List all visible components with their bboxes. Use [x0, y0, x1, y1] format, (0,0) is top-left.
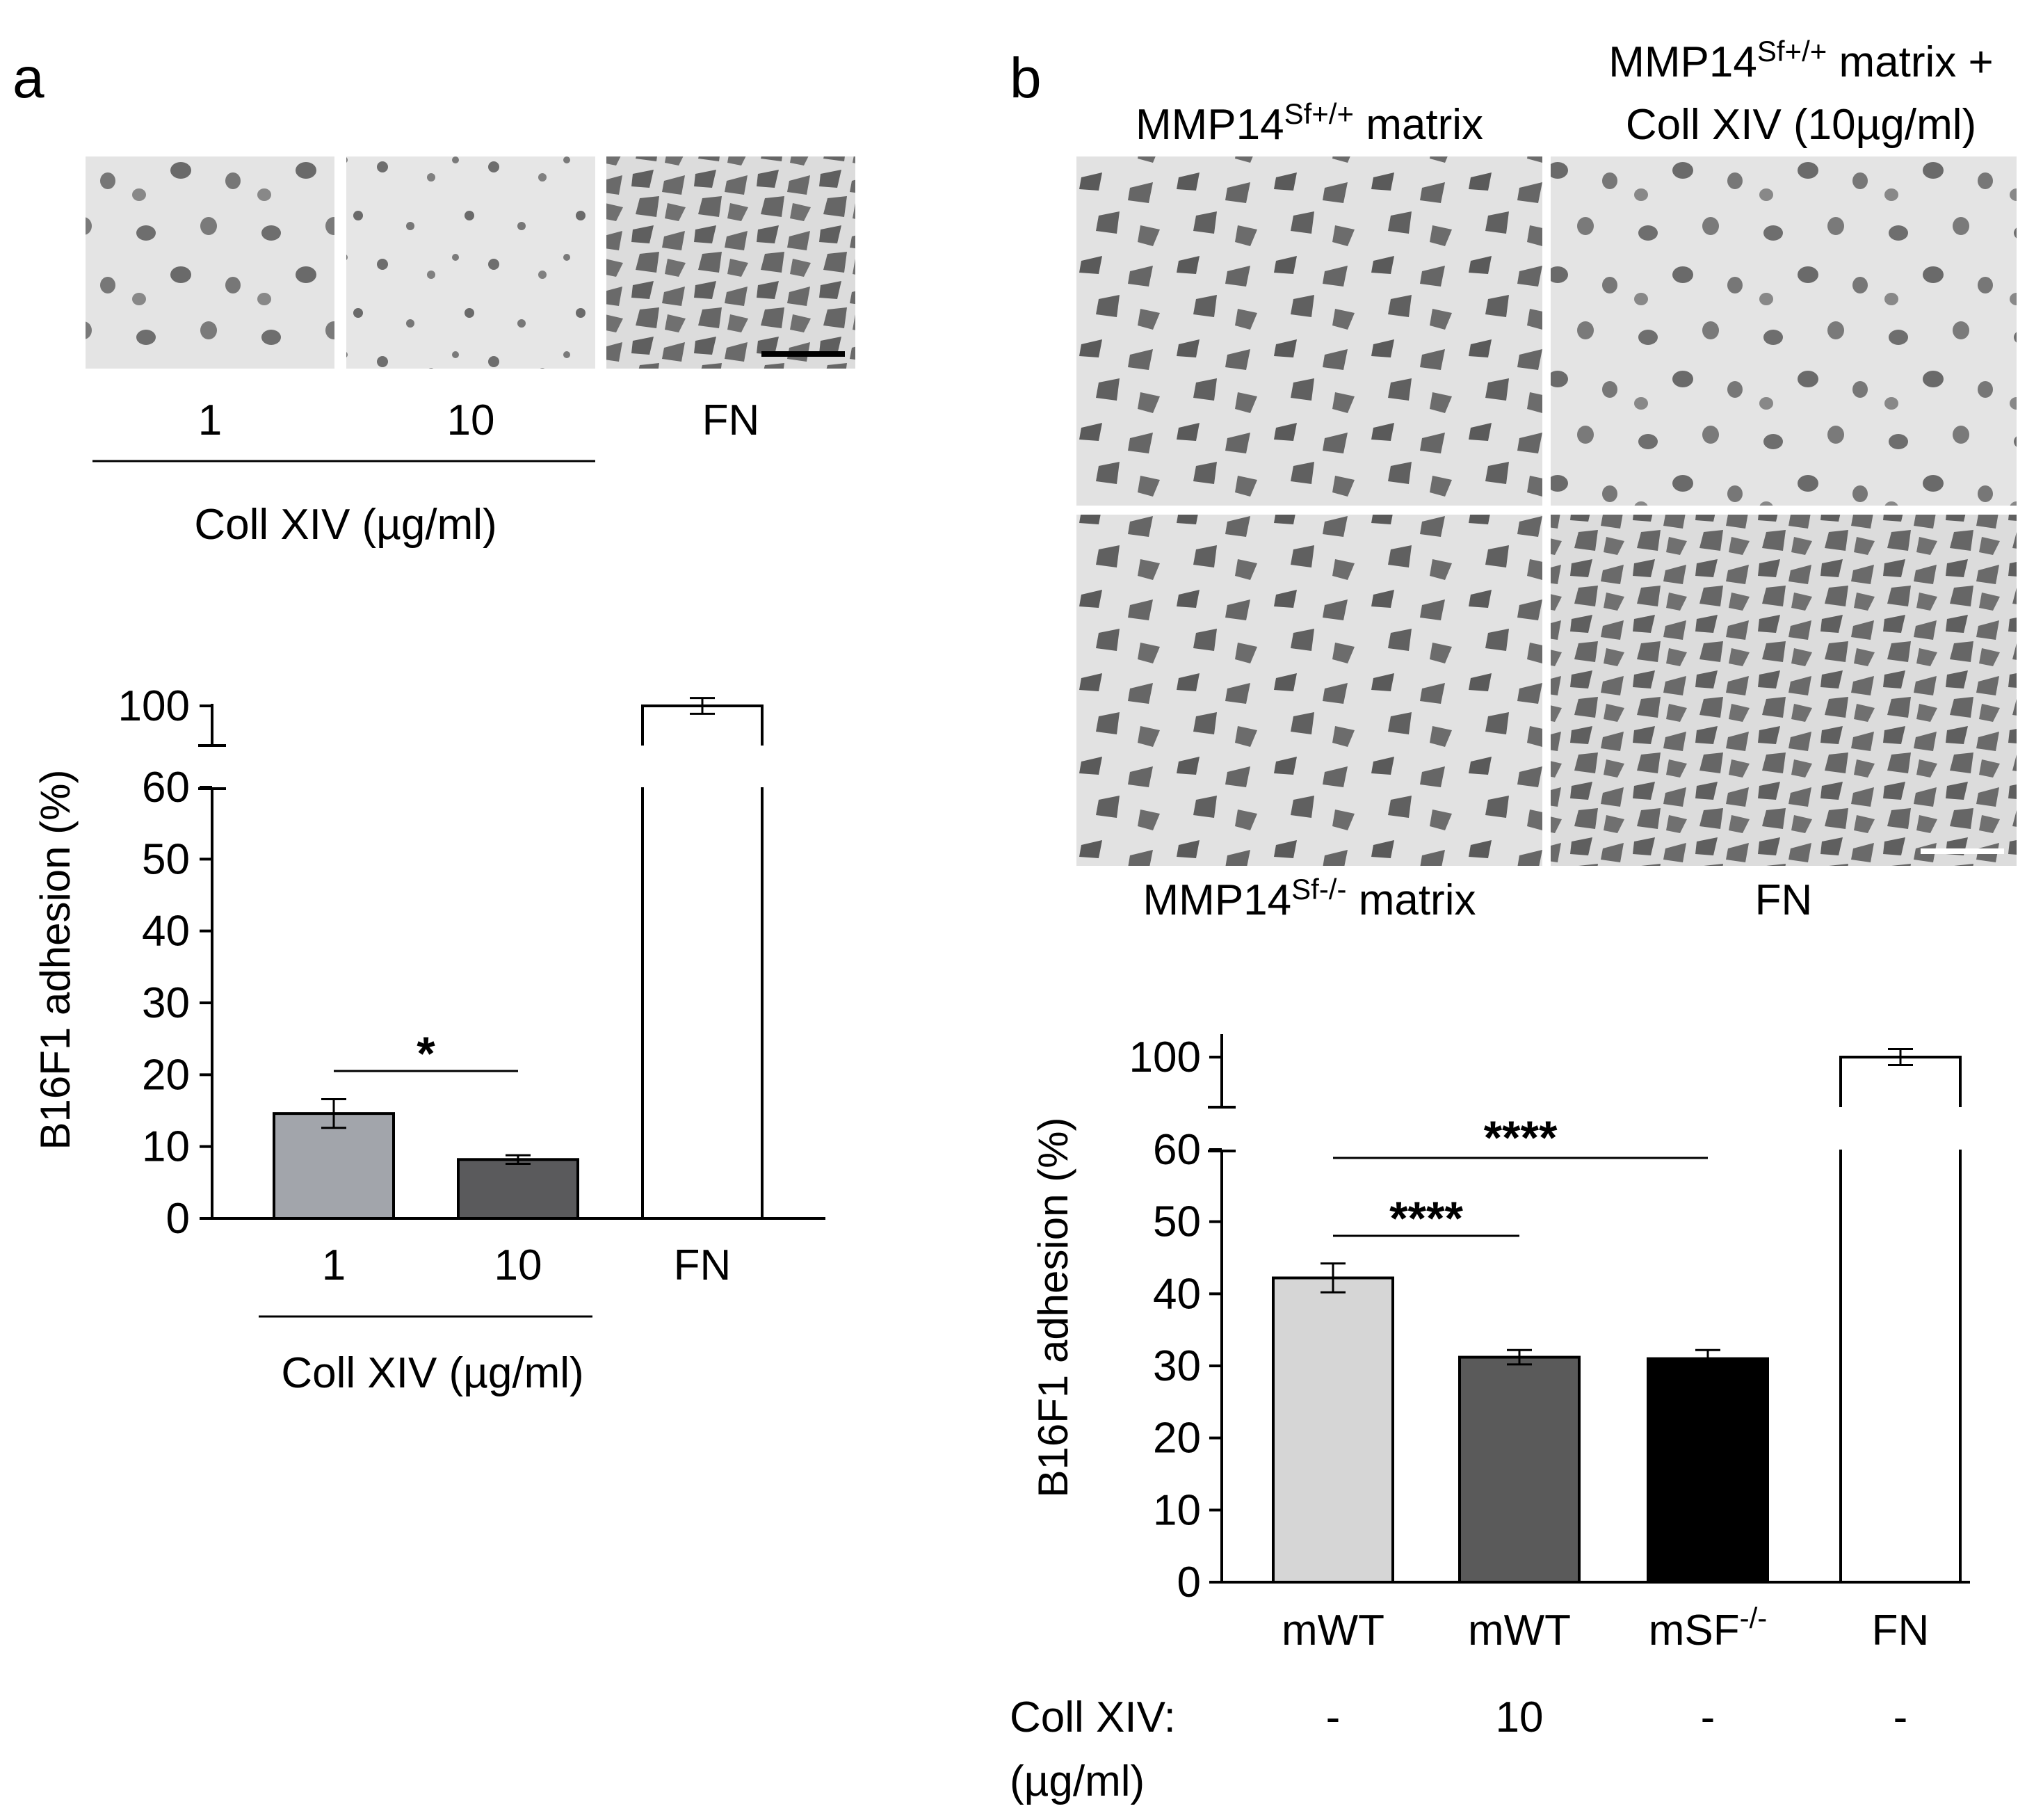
- wt-matrix-micrograph: [1076, 156, 1542, 506]
- significance-stars: ****: [1389, 1192, 1463, 1245]
- micrograph-title-wt: MMP14Sf+/+ matrix: [1136, 97, 1483, 149]
- y-tick-label: 30: [142, 979, 190, 1027]
- bar: [273, 1112, 395, 1220]
- y-tick-label: 100: [1129, 1033, 1201, 1081]
- coll-row-value: -: [1701, 1693, 1715, 1741]
- collxiv-1-micrograph: [86, 156, 334, 369]
- y-tick-label: 20: [142, 1051, 190, 1099]
- chart-a: 0 10 20 30 40 50 60 100 B16F1 adhesion (%) 1 10 FN *…: [32, 682, 825, 1397]
- y-tick-label: 0: [1177, 1559, 1201, 1606]
- category-label: 1: [322, 1241, 346, 1289]
- wt-matrix-collxiv-micrograph: [1551, 156, 2017, 506]
- y-tick-label: 50: [142, 835, 190, 883]
- panel-letter-b: b: [1010, 47, 1042, 110]
- coll-row-value: 10: [1496, 1693, 1544, 1741]
- micrograph-label-sf-ko: MMP14Sf-/- matrix: [1143, 873, 1476, 924]
- sf-ko-matrix-micrograph: [1076, 515, 1542, 866]
- y-tick-label: 60: [1153, 1126, 1201, 1174]
- bar: [457, 1158, 579, 1221]
- significance-stars: ****: [1484, 1111, 1558, 1164]
- y-tick-label: 40: [1153, 1270, 1201, 1318]
- bar: [1647, 1357, 1769, 1584]
- coll-row-unit: (µg/ml): [1010, 1757, 1145, 1805]
- micrograph-group-label: Coll XIV (µg/ml): [194, 501, 496, 549]
- micrograph-label-10: 10: [447, 396, 495, 444]
- category-label: mWT: [1468, 1606, 1571, 1654]
- scale-bar-b: [1921, 848, 2004, 854]
- bar: [1458, 1355, 1581, 1584]
- y-tick-label: 100: [118, 682, 190, 730]
- micrograph-title-wt-collxiv: MMP14Sf+/+ matrix +: [1608, 35, 1993, 86]
- panel-letter-a: a: [13, 47, 45, 110]
- coll-row-label: Coll XIV:: [1010, 1693, 1176, 1741]
- category-label: FN: [1872, 1606, 1930, 1654]
- category-label: FN: [674, 1241, 732, 1289]
- coll-row-value: -: [1893, 1693, 1908, 1741]
- scale-bar-a: [761, 351, 845, 357]
- y-tick-label: 10: [1153, 1486, 1201, 1534]
- y-tick-label: 20: [1153, 1415, 1201, 1463]
- chart-b: 0 10 20 30 40 50 60 100 B16F1 adhesion (%) mWT mWT…: [1010, 1033, 1970, 1805]
- significance-stars: *: [417, 1027, 435, 1080]
- fn-micrograph-b: [1551, 515, 2017, 866]
- y-tick-label: 60: [142, 764, 190, 812]
- category-label: mSF-/-: [1649, 1602, 1768, 1654]
- y-tick-label: 0: [166, 1195, 190, 1243]
- y-tick-label: 50: [1153, 1198, 1201, 1246]
- y-tick-label: 30: [1153, 1342, 1201, 1390]
- y-tick-label: 10: [142, 1123, 190, 1171]
- category-label: 10: [494, 1241, 542, 1289]
- y-axis-label: B16F1 adhesion (%): [1030, 1118, 1076, 1498]
- collxiv-10-micrograph: [346, 156, 595, 369]
- micrograph-label-1: 1: [198, 396, 222, 444]
- coll-row-value: -: [1326, 1693, 1341, 1741]
- micrograph-label-fn-b: FN: [1755, 876, 1813, 924]
- category-label: mWT: [1282, 1606, 1384, 1654]
- micrograph-label-fn: FN: [702, 396, 760, 444]
- y-tick-label: 40: [142, 908, 190, 956]
- x-group-label: Coll XIV (µg/ml): [281, 1349, 583, 1397]
- panel-a: a 1 10 FN Coll XIV (µg/ml) 0 10 20 30 40 50 60…: [13, 47, 855, 1397]
- bar: [1272, 1276, 1394, 1584]
- panel-b: b MMP14Sf+/+ matrix MMP14Sf+/+ matrix + …: [1010, 35, 2017, 1805]
- micrograph-title-wt-collxiv-line2: Coll XIV (10µg/ml): [1626, 101, 1976, 149]
- fn-micrograph: [606, 156, 855, 369]
- y-axis-label: B16F1 adhesion (%): [32, 770, 79, 1150]
